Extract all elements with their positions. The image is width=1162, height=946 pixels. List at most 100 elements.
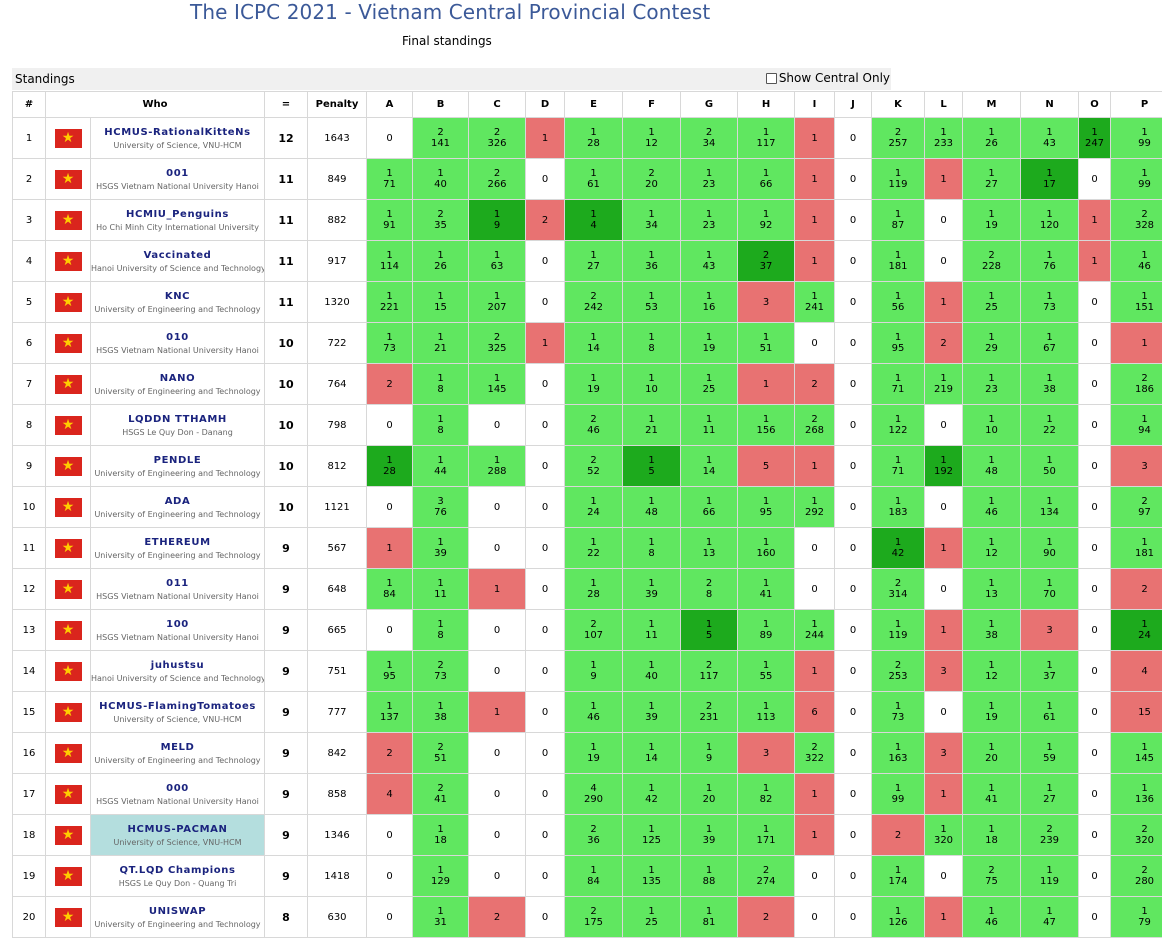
problem-cell[interactable]: 0 [1078, 732, 1111, 774]
problem-cell[interactable]: 1 233 [924, 117, 963, 159]
problem-cell[interactable]: 1 56 [871, 281, 925, 323]
problem-cell[interactable]: 0 [468, 650, 526, 692]
problem-cell[interactable]: 0 [1078, 814, 1111, 856]
problem-cell[interactable]: 0 [366, 814, 413, 856]
problem-cell[interactable]: 0 [834, 773, 872, 815]
col-problem-c[interactable]: C [468, 91, 526, 118]
problem-cell[interactable]: 1 [1110, 322, 1162, 364]
problem-cell[interactable]: 1 39 [622, 568, 681, 610]
problem-cell[interactable]: 1 28 [564, 117, 623, 159]
problem-cell[interactable]: 1 11 [412, 568, 469, 610]
problem-cell[interactable]: 4 290 [564, 773, 623, 815]
team-cell[interactable]: UNISWAP University of Engineering and Tec… [90, 896, 265, 938]
col-problem-b[interactable]: B [412, 91, 469, 118]
problem-cell[interactable]: 0 [1078, 486, 1111, 528]
problem-cell[interactable]: 1 19 [564, 363, 623, 405]
show-central-toggle[interactable]: Show Central Only [765, 71, 890, 85]
problem-cell[interactable]: 1 41 [737, 568, 795, 610]
problem-cell[interactable]: 0 [924, 691, 963, 733]
problem-cell[interactable]: 0 [366, 609, 413, 651]
problem-cell[interactable]: 0 [1078, 650, 1111, 692]
problem-cell[interactable]: 1 81 [680, 896, 738, 938]
team-cell[interactable]: PENDLE University of Engineering and Tech… [90, 445, 265, 487]
team-cell[interactable]: HCMUS-RationalKitteNs University of Scien… [90, 117, 265, 159]
problem-cell[interactable]: 1 27 [962, 158, 1021, 200]
problem-cell[interactable]: 2 107 [564, 609, 623, 651]
problem-cell[interactable]: 1 26 [412, 240, 469, 282]
problem-cell[interactable]: 1 15 [412, 281, 469, 323]
problem-cell[interactable]: 3 76 [412, 486, 469, 528]
team-cell[interactable]: NANO University of Engineering and Techno… [90, 363, 265, 405]
problem-cell[interactable]: 1 34 [622, 199, 681, 241]
problem-cell[interactable]: 1 89 [737, 609, 795, 651]
problem-cell[interactable]: 1 73 [366, 322, 413, 364]
col-problem-k[interactable]: K [871, 91, 925, 118]
problem-cell[interactable]: 1 70 [1020, 568, 1079, 610]
col-problem-g[interactable]: G [680, 91, 738, 118]
problem-cell[interactable]: 2 [1110, 568, 1162, 610]
problem-cell[interactable]: 1 42 [622, 773, 681, 815]
problem-cell[interactable]: 0 [1078, 404, 1111, 446]
col-problem-i[interactable]: I [794, 91, 835, 118]
problem-cell[interactable]: 1 90 [1020, 527, 1079, 569]
col-problem-e[interactable]: E [564, 91, 623, 118]
problem-cell[interactable]: 1 12 [622, 117, 681, 159]
col-problem-o[interactable]: O [1078, 91, 1111, 118]
problem-cell[interactable]: 1 [924, 281, 963, 323]
problem-cell[interactable]: 3 [737, 281, 795, 323]
problem-cell[interactable]: 1 10 [622, 363, 681, 405]
problem-cell[interactable]: 1 59 [1020, 732, 1079, 774]
problem-cell[interactable]: 1 95 [366, 650, 413, 692]
problem-cell[interactable]: 1 53 [622, 281, 681, 323]
problem-cell[interactable]: 1 31 [412, 896, 469, 938]
problem-cell[interactable]: 0 [1078, 527, 1111, 569]
problem-cell[interactable]: 2 [468, 896, 526, 938]
problem-cell[interactable]: 0 [1078, 691, 1111, 733]
problem-cell[interactable]: 0 [834, 158, 872, 200]
problem-cell[interactable]: 1 19 [680, 322, 738, 364]
problem-cell[interactable]: 1 66 [680, 486, 738, 528]
problem-cell[interactable]: 2 52 [564, 445, 623, 487]
problem-cell[interactable]: 1 207 [468, 281, 526, 323]
problem-cell[interactable]: 1 99 [1110, 158, 1162, 200]
team-name[interactable]: NANO [159, 372, 196, 384]
problem-cell[interactable]: 1 20 [962, 732, 1021, 774]
problem-cell[interactable]: 1 73 [1020, 281, 1079, 323]
problem-cell[interactable]: 0 [366, 486, 413, 528]
problem-cell[interactable]: 1 23 [680, 158, 738, 200]
problem-cell[interactable]: 1 120 [1020, 199, 1079, 241]
team-name[interactable]: LQDDN TTHAMH [128, 413, 227, 425]
team-cell[interactable]: 100 HSGS Vietnam National University Hano… [90, 609, 265, 651]
problem-cell[interactable]: 0 [366, 896, 413, 938]
problem-cell[interactable]: 2 [871, 814, 925, 856]
problem-cell[interactable]: 2 228 [962, 240, 1021, 282]
problem-cell[interactable]: 1 73 [871, 691, 925, 733]
problem-cell[interactable]: 1 28 [564, 568, 623, 610]
problem-cell[interactable]: 0 [366, 117, 413, 159]
problem-cell[interactable]: 1 47 [1020, 896, 1079, 938]
problem-cell[interactable]: 1 51 [737, 322, 795, 364]
problem-cell[interactable]: 4 [1110, 650, 1162, 692]
problem-cell[interactable]: 0 [834, 568, 872, 610]
problem-cell[interactable]: 1 94 [1110, 404, 1162, 446]
team-name[interactable]: QT.LQD Champions [119, 864, 236, 876]
problem-cell[interactable]: 2 175 [564, 896, 623, 938]
problem-cell[interactable]: 0 [834, 404, 872, 446]
problem-cell[interactable]: 2 314 [871, 568, 925, 610]
problem-cell[interactable]: 2 41 [412, 773, 469, 815]
problem-cell[interactable]: 1 27 [564, 240, 623, 282]
problem-cell[interactable]: 2 325 [468, 322, 526, 364]
problem-cell[interactable]: 1 99 [1110, 117, 1162, 159]
col-problem-m[interactable]: M [962, 91, 1021, 118]
problem-cell[interactable]: 0 [1078, 445, 1111, 487]
problem-cell[interactable]: 1 87 [871, 199, 925, 241]
team-cell[interactable]: QT.LQD Champions HSGS Le Quy Don - Quang … [90, 855, 265, 897]
problem-cell[interactable]: 0 [924, 486, 963, 528]
problem-cell[interactable]: 1 40 [622, 650, 681, 692]
problem-cell[interactable]: 0 [468, 855, 526, 897]
problem-cell[interactable]: 0 [1078, 158, 1111, 200]
problem-cell[interactable]: 1 [737, 363, 795, 405]
